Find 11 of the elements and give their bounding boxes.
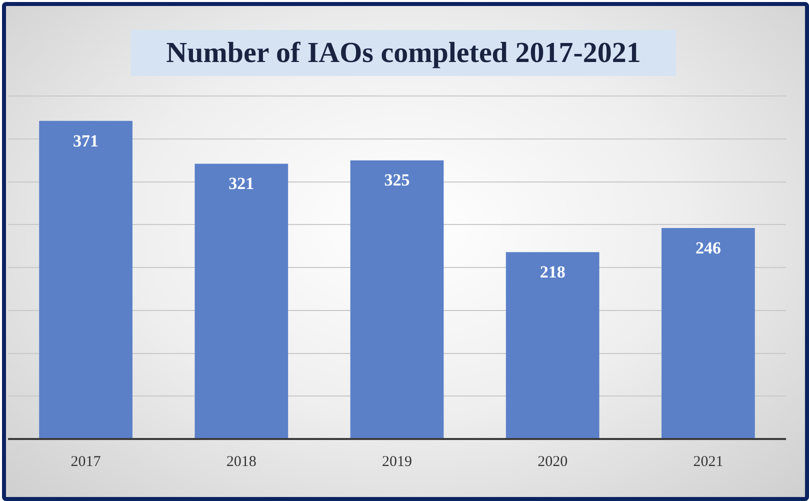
data-label: 321 [228,174,254,194]
x-tick-label: 2017 [70,454,102,470]
chart-title: Number of IAOs completed 2017-2021 [131,30,676,76]
x-tick-label: 2020 [538,454,568,470]
x-tick-label: 2018 [226,454,256,470]
data-label: 371 [73,131,99,150]
data-label: 246 [695,238,721,258]
data-label: 325 [384,170,410,190]
x-tick-label: 2019 [382,454,412,470]
data-label: 218 [540,262,566,282]
x-tick-label: 2021 [693,454,724,470]
